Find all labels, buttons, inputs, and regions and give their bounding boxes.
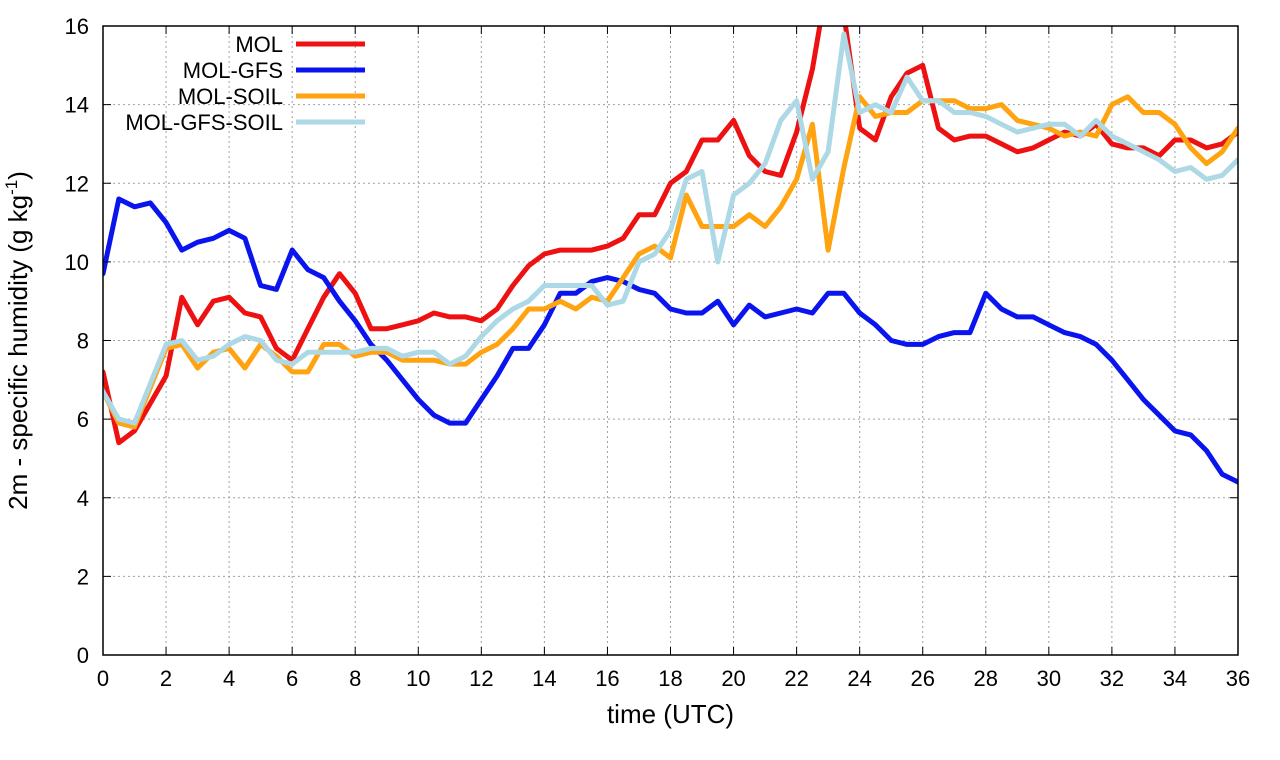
x-tick-label: 14 <box>532 666 556 691</box>
y-axis-label: 2m - specific humidity (g kg-1) <box>2 171 33 510</box>
y-axis-label-superscript: -1 <box>2 180 21 195</box>
series-line-mol-gfs-soil <box>103 31 1238 426</box>
x-tick-label: 22 <box>784 666 808 691</box>
x-tick-label: 16 <box>595 666 619 691</box>
x-tick-label: 2 <box>160 666 172 691</box>
series-line-mol-gfs <box>103 196 1238 485</box>
y-tick-label: 4 <box>77 486 89 511</box>
y-tick-label: 8 <box>77 329 89 354</box>
x-axis-label: time (UTC) <box>607 699 734 729</box>
x-tick-label: 36 <box>1226 666 1250 691</box>
x-tick-label: 26 <box>910 666 934 691</box>
x-tick-label: 8 <box>349 666 361 691</box>
x-tick-label: 20 <box>721 666 745 691</box>
gridlines <box>103 26 1238 655</box>
y-tick-label: 0 <box>77 643 89 668</box>
y-tick-label: 10 <box>65 250 89 275</box>
legend-label-mol-gfs: MOL-GFS <box>183 58 283 83</box>
y-tick-label: 12 <box>65 171 89 196</box>
x-tick-label: 12 <box>469 666 493 691</box>
legend-label-mol-soil: MOL-SOIL <box>178 84 283 109</box>
x-tick-label: 4 <box>223 666 235 691</box>
legend-label-mol: MOL <box>235 32 283 57</box>
series-line-mol-soil <box>103 94 1238 430</box>
x-tick-label: 24 <box>847 666 871 691</box>
x-tick-label: 28 <box>974 666 998 691</box>
y-axis-label-close: ) <box>3 171 33 180</box>
series-line-mol <box>103 26 1238 446</box>
x-tick-label: 10 <box>406 666 430 691</box>
x-tick-label: 34 <box>1163 666 1187 691</box>
x-tick-label: 30 <box>1037 666 1061 691</box>
y-tick-label: 14 <box>65 93 89 118</box>
legend-label-mol-gfs-soil: MOL-GFS-SOIL <box>125 110 283 135</box>
y-tick-label: 6 <box>77 407 89 432</box>
x-tick-label: 6 <box>286 666 298 691</box>
axis-ticks: 0 2 4 6 8 10 12 14 16 18 20 22 24 26 28 30 32 34 360246810… <box>65 14 1251 691</box>
x-tick-label: 18 <box>658 666 682 691</box>
x-tick-label: 32 <box>1100 666 1124 691</box>
y-tick-label: 16 <box>65 14 89 39</box>
y-axis-label-main: 2m - specific humidity (g kg <box>3 195 33 510</box>
series-lines <box>103 26 1238 485</box>
x-tick-label: 0 <box>97 666 109 691</box>
y-tick-label: 2 <box>77 564 89 589</box>
